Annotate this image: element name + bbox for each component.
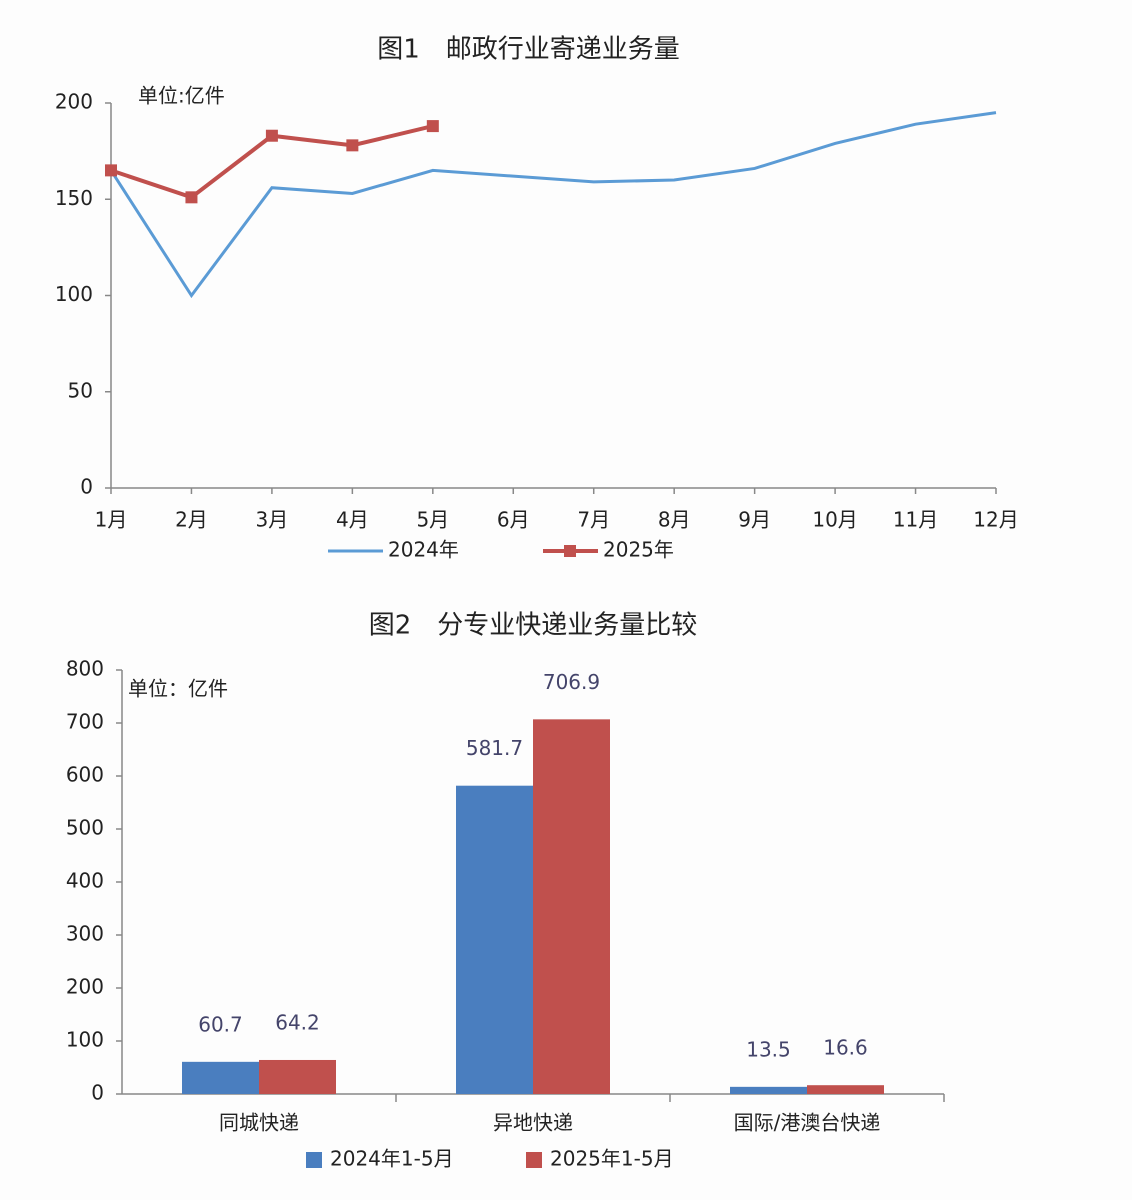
marker (265, 129, 278, 142)
x-tick-label: 11月 (893, 508, 938, 532)
x-tick-label: 7月 (577, 508, 610, 532)
y-tick-label: 200 (55, 90, 93, 114)
x-tick-label: 国际/港澳台快递 (734, 1111, 881, 1135)
marker (185, 191, 198, 204)
legend-label: 2024年1-5月 (330, 1147, 454, 1171)
x-tick-label: 6月 (497, 508, 530, 532)
y-tick-label: 50 (68, 378, 93, 402)
bar (182, 1061, 259, 1094)
x-tick-label: 12月 (973, 508, 1018, 532)
x-tick-label: 8月 (658, 508, 691, 532)
value-label: 64.2 (275, 1010, 320, 1034)
legend-label: 2025年 (603, 538, 674, 562)
marker (346, 139, 359, 152)
marker (426, 120, 439, 133)
legend-label: 2024年 (388, 538, 459, 562)
legend-label: 2025年1-5月 (550, 1147, 674, 1171)
line-0 (109, 111, 997, 299)
x-tick-label: 同城快递 (219, 1111, 299, 1135)
value-label: 581.7 (466, 736, 523, 760)
bar (533, 719, 610, 1094)
x-tick-label: 1月 (95, 508, 128, 532)
x-tick-label: 5月 (416, 508, 449, 532)
unit-label: 单位：亿件 (128, 677, 228, 701)
value-label: 13.5 (746, 1037, 791, 1061)
x-tick-label: 异地快递 (493, 1111, 573, 1135)
y-tick-label: 300 (66, 922, 104, 946)
bar (730, 1086, 807, 1094)
y-tick-label: 0 (80, 475, 93, 499)
value-label: 16.6 (823, 1036, 868, 1060)
y-tick-label: 100 (55, 282, 93, 306)
bar (456, 785, 533, 1094)
y-tick-label: 200 (66, 975, 104, 999)
y-tick-label: 800 (66, 657, 104, 681)
y-tick-label: 400 (66, 869, 104, 893)
marker (105, 164, 117, 177)
legend-marker (564, 545, 576, 557)
chart-title: 图2 分专业快递业务量比较 (369, 611, 698, 641)
chart-title: 图1 邮政行业寄递业务量 (377, 35, 680, 65)
x-tick-label: 4月 (336, 508, 369, 532)
x-tick-label: 2月 (175, 508, 208, 532)
y-tick-label: 100 (66, 1028, 104, 1052)
value-label: 706.9 (543, 670, 600, 694)
y-tick-label: 0 (91, 1081, 104, 1105)
legend-swatch (526, 1152, 542, 1168)
x-tick-label: 9月 (738, 508, 771, 532)
bar (259, 1059, 336, 1094)
y-tick-label: 600 (66, 763, 104, 787)
value-label: 60.7 (198, 1012, 243, 1036)
x-tick-label: 3月 (256, 508, 289, 532)
bar (807, 1085, 884, 1094)
y-tick-label: 150 (55, 186, 93, 210)
y-tick-label: 500 (66, 816, 104, 840)
x-tick-label: 10月 (812, 508, 857, 532)
unit-label: 单位:亿件 (138, 84, 225, 108)
legend-swatch (306, 1152, 322, 1168)
y-tick-label: 700 (66, 710, 104, 734)
